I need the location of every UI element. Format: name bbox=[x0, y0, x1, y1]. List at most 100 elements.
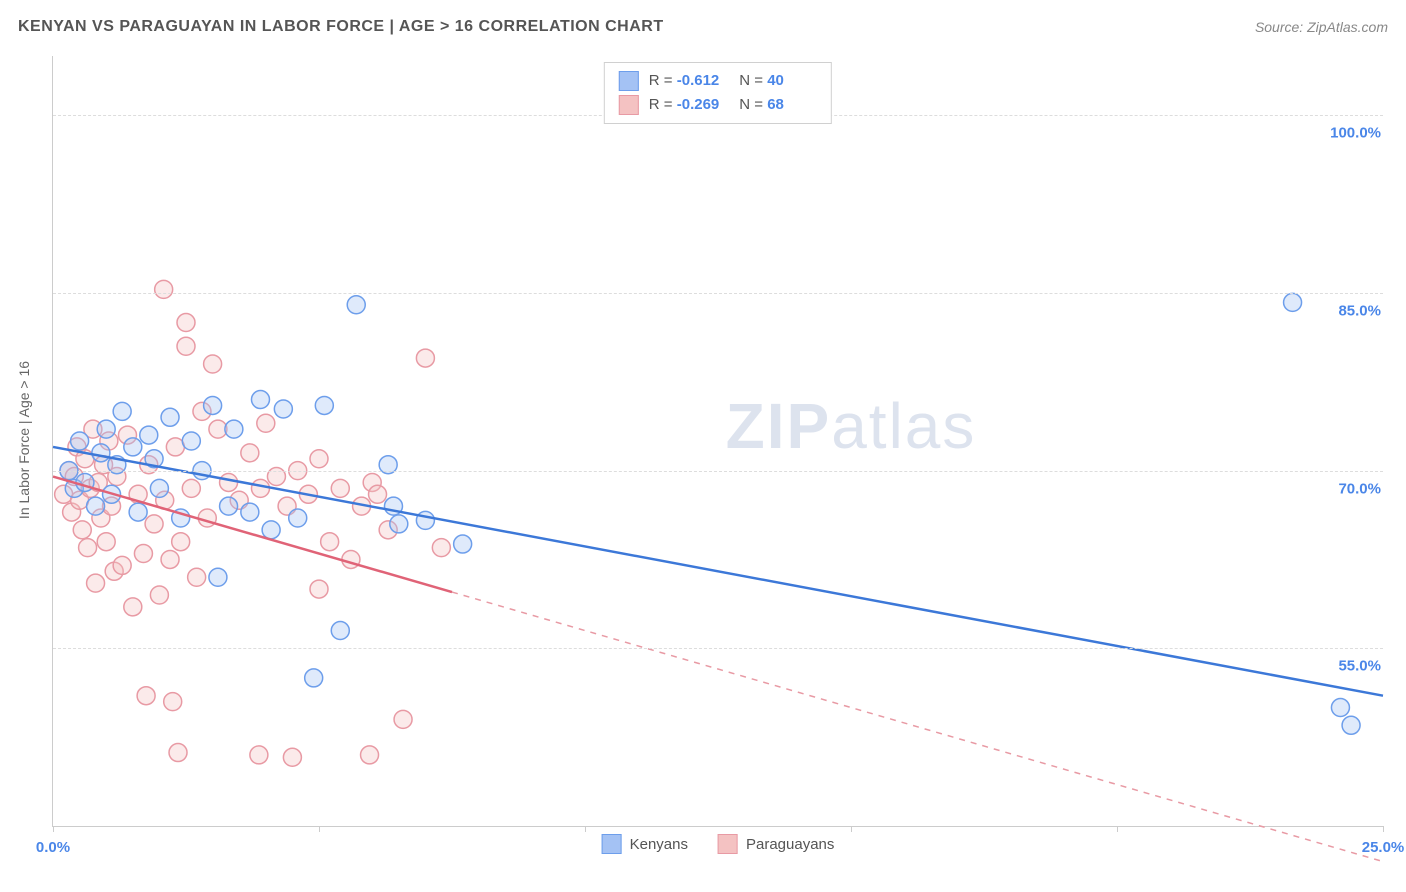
data-point-paraguayans bbox=[150, 586, 168, 604]
y-tick-label: 70.0% bbox=[1334, 480, 1385, 497]
data-point-kenyans bbox=[87, 497, 105, 515]
x-tick bbox=[585, 826, 586, 832]
grid-line bbox=[53, 648, 1383, 649]
data-point-kenyans bbox=[220, 497, 238, 515]
data-point-kenyans bbox=[416, 511, 434, 529]
data-point-paraguayans bbox=[416, 349, 434, 367]
r-label-paraguayans: R = bbox=[649, 96, 673, 113]
data-point-paraguayans bbox=[321, 533, 339, 551]
data-point-paraguayans bbox=[310, 450, 328, 468]
data-point-paraguayans bbox=[361, 746, 379, 764]
n-value-kenyans: 40 bbox=[767, 69, 817, 93]
data-point-paraguayans bbox=[113, 556, 131, 574]
data-point-kenyans bbox=[1331, 699, 1349, 717]
legend-swatch-kenyans bbox=[619, 71, 639, 91]
data-point-paraguayans bbox=[394, 710, 412, 728]
y-tick-label: 85.0% bbox=[1334, 302, 1385, 319]
data-point-kenyans bbox=[129, 503, 147, 521]
legend-bottom: Kenyans Paraguayans bbox=[602, 834, 835, 854]
data-point-paraguayans bbox=[369, 485, 387, 503]
r-value-kenyans: -0.612 bbox=[677, 69, 727, 93]
data-point-paraguayans bbox=[310, 580, 328, 598]
legend-stats-row-paraguayans: R = -0.269 N = 68 bbox=[619, 93, 817, 117]
data-point-paraguayans bbox=[161, 550, 179, 568]
data-point-kenyans bbox=[251, 391, 269, 409]
data-point-paraguayans bbox=[124, 598, 142, 616]
data-point-kenyans bbox=[92, 444, 110, 462]
data-point-paraguayans bbox=[251, 479, 269, 497]
data-point-paraguayans bbox=[79, 539, 97, 557]
legend-item-kenyans: Kenyans bbox=[602, 834, 688, 854]
r-value-paraguayans: -0.269 bbox=[677, 93, 727, 117]
data-point-kenyans bbox=[124, 438, 142, 456]
data-point-kenyans bbox=[204, 396, 222, 414]
data-point-kenyans bbox=[305, 669, 323, 687]
source-attribution: Source: ZipAtlas.com bbox=[1255, 19, 1388, 35]
data-point-paraguayans bbox=[97, 533, 115, 551]
chart-title: KENYAN VS PARAGUAYAN IN LABOR FORCE | AG… bbox=[18, 18, 664, 36]
data-point-paraguayans bbox=[134, 545, 152, 563]
data-point-paraguayans bbox=[145, 515, 163, 533]
grid-line bbox=[53, 293, 1383, 294]
data-point-paraguayans bbox=[257, 414, 275, 432]
data-point-kenyans bbox=[150, 479, 168, 497]
scatter-svg bbox=[53, 56, 1383, 826]
grid-line bbox=[53, 471, 1383, 472]
data-point-kenyans bbox=[113, 402, 131, 420]
x-tick bbox=[1383, 826, 1384, 832]
data-point-paraguayans bbox=[220, 473, 238, 491]
data-point-paraguayans bbox=[169, 744, 187, 762]
data-point-paraguayans bbox=[177, 314, 195, 332]
chart-plot-area: ZIPatlas R = -0.612 N = 40 R = -0.269 N … bbox=[52, 56, 1383, 827]
legend-swatch-paraguayans bbox=[619, 95, 639, 115]
y-tick-label: 100.0% bbox=[1326, 125, 1385, 142]
y-axis-label: In Labor Force | Age > 16 bbox=[16, 361, 32, 519]
data-point-kenyans bbox=[390, 515, 408, 533]
legend-label-paraguayans: Paraguayans bbox=[746, 836, 834, 853]
data-point-paraguayans bbox=[73, 521, 91, 539]
legend-item-paraguayans: Paraguayans bbox=[718, 834, 834, 854]
data-point-kenyans bbox=[262, 521, 280, 539]
data-point-paraguayans bbox=[155, 280, 173, 298]
data-point-kenyans bbox=[315, 396, 333, 414]
n-label-paraguayans: N = bbox=[739, 96, 763, 113]
data-point-kenyans bbox=[331, 622, 349, 640]
x-tick bbox=[1117, 826, 1118, 832]
legend-stats-row-kenyans: R = -0.612 N = 40 bbox=[619, 69, 817, 93]
data-point-paraguayans bbox=[204, 355, 222, 373]
r-label-kenyans: R = bbox=[649, 72, 673, 89]
x-tick bbox=[851, 826, 852, 832]
data-point-kenyans bbox=[225, 420, 243, 438]
data-point-paraguayans bbox=[331, 479, 349, 497]
data-point-kenyans bbox=[1342, 716, 1360, 734]
data-point-kenyans bbox=[182, 432, 200, 450]
data-point-kenyans bbox=[241, 503, 259, 521]
data-point-kenyans bbox=[209, 568, 227, 586]
trend-line-extrapolated-paraguayans bbox=[452, 592, 1383, 862]
data-point-paraguayans bbox=[241, 444, 259, 462]
legend-stats-box: R = -0.612 N = 40 R = -0.269 N = 68 bbox=[604, 62, 832, 124]
legend-label-kenyans: Kenyans bbox=[630, 836, 688, 853]
x-tick-label: 0.0% bbox=[36, 839, 70, 856]
y-tick-label: 55.0% bbox=[1334, 658, 1385, 675]
data-point-kenyans bbox=[140, 426, 158, 444]
data-point-kenyans bbox=[71, 432, 89, 450]
legend-swatch-paraguayans-bottom bbox=[718, 834, 738, 854]
n-value-paraguayans: 68 bbox=[767, 93, 817, 117]
data-point-paraguayans bbox=[432, 539, 450, 557]
x-tick bbox=[319, 826, 320, 832]
data-point-kenyans bbox=[289, 509, 307, 527]
data-point-paraguayans bbox=[283, 748, 301, 766]
data-point-paraguayans bbox=[182, 479, 200, 497]
x-tick-label: 25.0% bbox=[1362, 839, 1405, 856]
data-point-kenyans bbox=[1284, 293, 1302, 311]
data-point-paraguayans bbox=[87, 574, 105, 592]
data-point-paraguayans bbox=[177, 337, 195, 355]
data-point-kenyans bbox=[274, 400, 292, 418]
data-point-paraguayans bbox=[164, 693, 182, 711]
n-label-kenyans: N = bbox=[739, 72, 763, 89]
trend-line-kenyans bbox=[53, 447, 1383, 696]
data-point-paraguayans bbox=[188, 568, 206, 586]
data-point-paraguayans bbox=[172, 533, 190, 551]
legend-swatch-kenyans-bottom bbox=[602, 834, 622, 854]
